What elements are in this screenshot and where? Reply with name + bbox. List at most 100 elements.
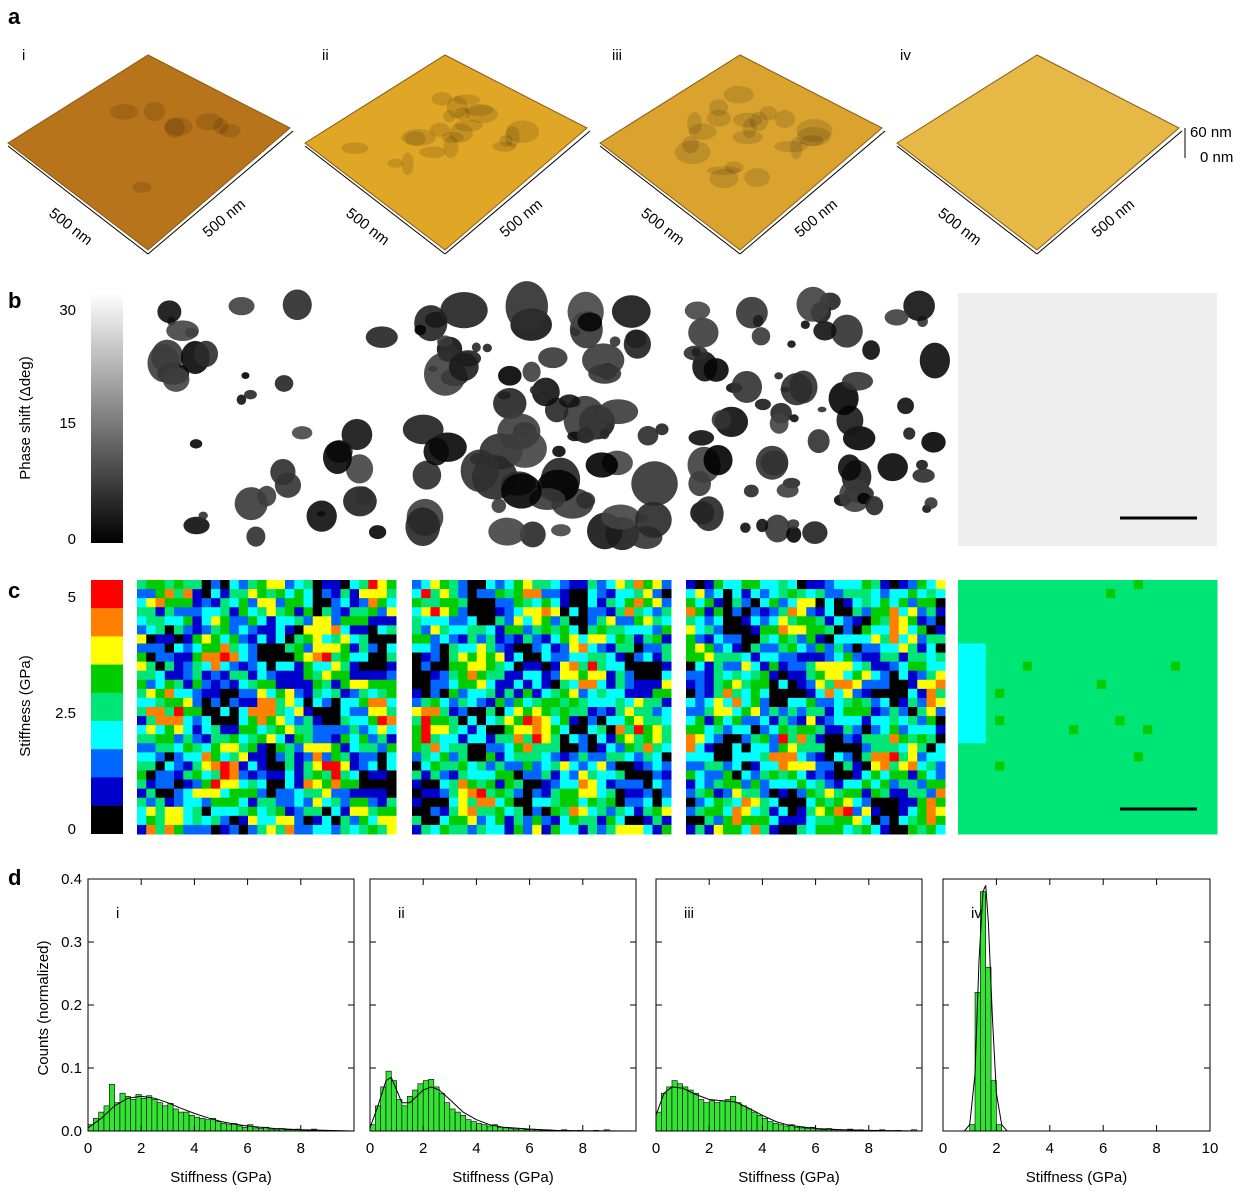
phase-domain	[491, 498, 507, 513]
stiffness-cell	[229, 743, 240, 753]
stiffness-cell	[155, 725, 166, 735]
stiffness-cell	[1198, 797, 1209, 808]
phase-domain	[236, 394, 247, 405]
stiffness-cell	[164, 707, 175, 717]
stiffness-cell	[643, 770, 653, 781]
stiffness-cell	[467, 580, 478, 590]
stiffness-cell	[275, 598, 286, 608]
stiffness-cell	[926, 707, 937, 717]
histogram-xlabel: Stiffness (GPa)	[738, 1169, 839, 1186]
stiffness-cell	[1087, 580, 1098, 590]
stiffness-cell	[1207, 761, 1218, 771]
stiffness-cell	[880, 580, 890, 590]
phase-domain	[460, 449, 499, 492]
stiffness-cell	[606, 616, 616, 626]
stiffness-cell	[834, 725, 844, 735]
stiffness-cell	[541, 734, 552, 744]
stiffness-cell	[908, 652, 918, 663]
stiffness-cell	[155, 616, 166, 626]
stiffness-cell	[889, 770, 900, 781]
stiffness-cell	[377, 634, 388, 644]
stiffness-cell	[359, 707, 369, 717]
stiffness-cell	[238, 707, 249, 717]
histogram-xlabel: Stiffness (GPa)	[170, 1169, 271, 1186]
stiffness-cell	[1013, 697, 1024, 708]
stiffness-cell	[889, 697, 900, 708]
stiffness-cell	[1013, 661, 1024, 672]
stiffness-cell	[615, 589, 626, 599]
stiffness-cell	[578, 580, 589, 590]
stiffness-cell	[238, 734, 249, 744]
stiffness-cell	[220, 688, 230, 699]
stiffness-cell	[769, 625, 779, 635]
stiffness-cell	[220, 607, 230, 617]
stiffness-cell	[164, 716, 175, 726]
stiffness-cell	[1133, 788, 1144, 799]
stiffness-cell	[137, 643, 147, 654]
stiffness-cell	[421, 634, 431, 644]
stiffness-cell	[349, 643, 360, 654]
stiffness-cell	[467, 779, 478, 790]
stiffness-cell	[486, 734, 496, 744]
stiffness-cell	[995, 707, 1005, 717]
stiffness-cell	[458, 797, 468, 808]
stiffness-cell	[229, 716, 240, 726]
stiffness-cell	[1152, 797, 1162, 808]
stiffness-cell	[569, 707, 579, 717]
stiffness-cell	[713, 770, 724, 781]
surface-bump	[674, 140, 711, 165]
stiffness-cell	[1198, 661, 1209, 672]
stiffness-cell	[695, 779, 705, 790]
stiffness-cell	[880, 752, 890, 762]
stiffness-cell	[476, 797, 487, 808]
stiffness-cell	[1207, 643, 1218, 654]
phase-domain	[368, 525, 387, 540]
stiffness-cell	[643, 752, 653, 762]
stiffness-cell	[624, 688, 635, 699]
stiffness-cell	[787, 788, 798, 799]
stiffness-cell	[1207, 652, 1218, 663]
stiffness-cell	[615, 824, 626, 835]
surface-bump	[431, 92, 453, 106]
stiffness-cell	[741, 661, 752, 672]
stiffness-cell	[861, 725, 872, 735]
stiffness-cell	[229, 788, 240, 799]
surface-bump	[464, 103, 494, 116]
stiffness-cell	[686, 779, 696, 790]
stiffness-cell	[359, 779, 369, 790]
stiffness-cell	[1004, 743, 1014, 753]
stiffness-cell	[1032, 779, 1042, 790]
stiffness-cell	[1170, 716, 1181, 726]
surface-bump	[109, 104, 139, 120]
stiffness-cell	[377, 625, 388, 635]
stiffness-cell	[458, 743, 468, 753]
stiffness-cell	[412, 734, 422, 744]
stiffness-cell	[1170, 761, 1181, 771]
stiffness-cell	[174, 652, 184, 663]
stiffness-map-iv	[958, 580, 1218, 835]
stiffness-cell	[377, 725, 388, 735]
stiffness-cell	[578, 824, 589, 835]
stiffness-cell	[377, 607, 388, 617]
phase-domain	[735, 296, 768, 329]
stiffness-cell	[958, 788, 968, 799]
stiffness-cell	[1143, 643, 1153, 654]
stiffness-cell	[958, 625, 968, 635]
stiffness-cell	[606, 770, 616, 781]
stiffness-cell	[430, 824, 441, 835]
stiffness-cell	[898, 752, 909, 762]
panel-label-c: c	[8, 578, 20, 603]
stiffness-cell	[476, 806, 487, 817]
stiffness-cell	[275, 634, 286, 644]
stiffness-cell	[192, 779, 203, 790]
stiffness-cell	[146, 743, 156, 753]
histogram-bar	[481, 1124, 488, 1132]
stiffness-cell	[368, 752, 378, 762]
stiffness-cell	[661, 643, 672, 654]
stiffness-cell	[615, 643, 626, 654]
stiffness-cell	[430, 707, 441, 717]
stiffness-cell	[146, 598, 156, 608]
stiffness-cell	[430, 607, 441, 617]
stiffness-cell	[652, 634, 663, 644]
stiffness-cell	[624, 589, 635, 599]
